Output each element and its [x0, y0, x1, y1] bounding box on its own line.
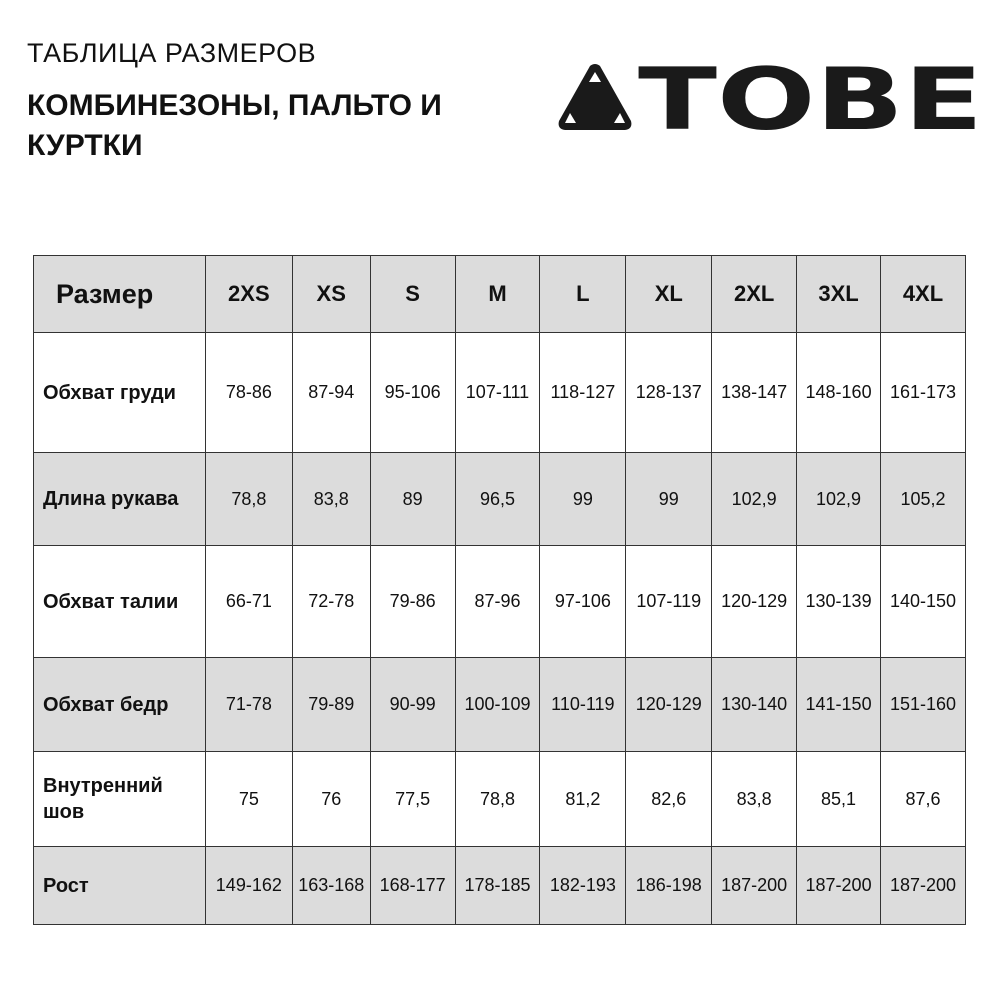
table-cell: 78,8 [454, 751, 541, 847]
svg-text:TOBE: TOBE [638, 63, 983, 133]
table-cell: 178-185 [454, 846, 541, 925]
table-cell: 107-111 [454, 332, 541, 453]
size-header: 3XL [796, 255, 881, 333]
table-cell: 87,6 [880, 751, 966, 847]
table-cell: 102,9 [711, 452, 798, 546]
table-cell: 149-162 [204, 846, 293, 925]
size-header: XL [625, 255, 713, 333]
table-cell: 187-200 [796, 846, 881, 925]
row-label: Обхват груди [33, 332, 206, 453]
row-label: Обхват талии [33, 545, 206, 658]
table-cell: 186-198 [625, 846, 713, 925]
size-header: 2XS [204, 255, 293, 333]
tobe-logo: TOBE [558, 63, 983, 133]
table-cell: 87-94 [291, 332, 371, 453]
size-header: S [369, 255, 456, 333]
table-cell: 163-168 [291, 846, 371, 925]
table-cell: 77,5 [369, 751, 456, 847]
table-cell: 66-71 [204, 545, 293, 658]
table-cell: 83,8 [711, 751, 798, 847]
table-cell: 120-129 [625, 657, 713, 752]
subtitle: ТАБЛИЦА РАЗМЕРОВ [27, 38, 317, 68]
table-cell: 140-150 [880, 545, 966, 658]
table-cell: 107-119 [625, 545, 713, 658]
table-cell: 95-106 [369, 332, 456, 453]
table-cell: 96,5 [454, 452, 541, 546]
table-cell: 138-147 [711, 332, 798, 453]
table-cell: 110-119 [539, 657, 627, 752]
size-header: 4XL [880, 255, 966, 333]
row-label: Длина рукава [33, 452, 206, 546]
table-cell: 100-109 [454, 657, 541, 752]
table-row: Рост 149-162 163-168 168-177 178-185 182-193 1… [33, 846, 966, 925]
table-cell: 151-160 [880, 657, 966, 752]
table-cell: 168-177 [369, 846, 456, 925]
row-label: Обхват бедр [33, 657, 206, 752]
table-cell: 118-127 [539, 332, 627, 453]
table-cell: 85,1 [796, 751, 881, 847]
table-cell: 128-137 [625, 332, 713, 453]
table-cell: 130-139 [796, 545, 881, 658]
page-title: КОМБИНЕЗОНЫ, ПАЛЬТО И КУРТКИ [27, 89, 442, 162]
row-label: Рост [33, 846, 206, 925]
table-row: Обхват груди 78-86 87-94 95-106 107-111 118-1… [33, 332, 966, 453]
table-cell: 78,8 [204, 452, 293, 546]
table-cell: 78-86 [204, 332, 293, 453]
table-cell: 148-160 [796, 332, 881, 453]
table-row: Обхват бедр 71-78 79-89 90-99 100-109 110-119… [33, 657, 966, 752]
table-cell: 99 [539, 452, 627, 546]
table-cell: 81,2 [539, 751, 627, 847]
table-cell: 105,2 [880, 452, 966, 546]
table-cell: 187-200 [711, 846, 798, 925]
header-row: Размер 2XS XS S M L XL 2XL 3XL 4XL [33, 255, 966, 333]
row-label: Внутренний шов [33, 751, 206, 847]
table-cell: 99 [625, 452, 713, 546]
size-header: 2XL [711, 255, 798, 333]
table-cell: 79-86 [369, 545, 456, 658]
table-cell: 75 [204, 751, 293, 847]
table-cell: 120-129 [711, 545, 798, 658]
table-cell: 76 [291, 751, 371, 847]
table-cell: 102,9 [796, 452, 881, 546]
header-label: Размер [33, 255, 206, 333]
table-cell: 90-99 [369, 657, 456, 752]
table-row: Обхват талии 66-71 72-78 79-86 87-96 97-106 10… [33, 545, 966, 658]
table-cell: 71-78 [204, 657, 293, 752]
table-cell: 182-193 [539, 846, 627, 925]
size-table: Размер 2XS XS S M L XL 2XL 3XL 4XL Обхва… [33, 255, 966, 925]
table-row: Внутренний шов 75 76 77,5 78,8 81,2 82,6 83,8 85… [33, 751, 966, 847]
table-row: Длина рукава 78,8 83,8 89 96,5 99 99 102,9 102,9… [33, 452, 966, 546]
table-cell: 187-200 [880, 846, 966, 925]
table-cell: 141-150 [796, 657, 881, 752]
table-cell: 82,6 [625, 751, 713, 847]
table-cell: 83,8 [291, 452, 371, 546]
table-cell: 130-140 [711, 657, 798, 752]
table-cell: 79-89 [291, 657, 371, 752]
table-cell: 97-106 [539, 545, 627, 658]
size-header: XS [291, 255, 371, 333]
size-header: L [539, 255, 627, 333]
table-cell: 89 [369, 452, 456, 546]
table-cell: 161-173 [880, 332, 966, 453]
table-cell: 72-78 [291, 545, 371, 658]
table-cell: 87-96 [454, 545, 541, 658]
size-header: M [454, 255, 541, 333]
